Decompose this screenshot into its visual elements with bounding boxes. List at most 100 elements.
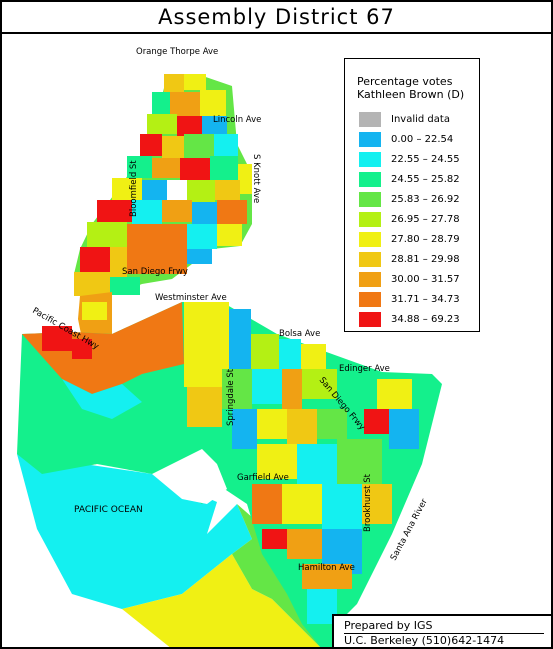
block-ah <box>187 249 212 264</box>
block-y <box>162 200 192 222</box>
block-ag <box>110 247 127 277</box>
street-bloomfield: Bloomfield St <box>129 160 139 217</box>
legend-swatch <box>359 171 381 187</box>
block-v <box>215 180 240 200</box>
south-cyan-1 <box>229 309 251 369</box>
legend-title-line1: Percentage votes <box>357 75 453 88</box>
legend-label: 34.88 – 69.23 <box>391 313 460 325</box>
south-green-2 <box>337 374 377 409</box>
block-c <box>152 92 170 114</box>
street-bolsa: Bolsa Ave <box>279 329 320 339</box>
legend-item: 34.88 – 69.23 <box>359 311 460 327</box>
legend-item: 27.80 – 28.79 <box>359 231 460 247</box>
block-b <box>184 74 206 90</box>
south-lime <box>251 334 279 369</box>
legend-swatch <box>359 191 381 207</box>
south-orange-5 <box>302 564 352 589</box>
legend-swatch <box>359 311 381 327</box>
map-title: Assembly District 67 <box>2 2 551 34</box>
connector <box>78 292 112 339</box>
block-j <box>162 136 184 158</box>
street-knott: S Knott Ave <box>251 154 261 203</box>
south-cyan-4 <box>232 409 257 449</box>
block-q <box>238 164 252 194</box>
block-x <box>132 200 162 224</box>
legend-swatch <box>359 231 381 247</box>
block-d <box>170 92 200 116</box>
legend-title: Percentage votes Kathleen Brown (D) <box>357 75 464 101</box>
credit-box: Prepared by IGS U.C. Berkeley (510)642-1… <box>332 614 551 647</box>
legend-swatch <box>359 151 381 167</box>
legend-item: 26.95 – 27.78 <box>359 211 460 227</box>
legend-label: 22.55 – 24.55 <box>391 153 460 165</box>
credit-line-1: Prepared by IGS <box>344 619 544 634</box>
ocean-label: PACIFIC OCEAN <box>74 505 143 515</box>
block-a <box>164 74 184 92</box>
legend-label: 24.55 – 25.82 <box>391 173 460 185</box>
legend-title-line2: Kathleen Brown (D) <box>357 88 465 101</box>
street-edinger: Edinger Ave <box>339 364 390 374</box>
connector-block <box>82 302 107 320</box>
south-yellow-3 <box>377 379 412 409</box>
south-cyan-5 <box>389 409 419 449</box>
block-l <box>214 134 238 156</box>
legend-item: 28.81 – 29.98 <box>359 251 460 267</box>
block-k <box>184 134 214 158</box>
block-aj <box>110 277 140 295</box>
south-orange-4 <box>287 529 322 559</box>
legend-label: 27.80 – 28.79 <box>391 233 460 245</box>
legend-label: 25.83 – 26.92 <box>391 193 460 205</box>
street-westminster: Westminster Ave <box>155 293 227 303</box>
block-ai <box>74 272 110 296</box>
south-white-gap <box>152 449 227 504</box>
south-yellow-4 <box>257 409 287 439</box>
street-san-diego-frwy: San Diego Frwy <box>122 267 188 277</box>
block-f <box>147 114 177 134</box>
block-ae <box>217 224 242 246</box>
legend: Percentage votes Kathleen Brown (D) Inva… <box>344 58 480 332</box>
south-orange-2 <box>282 369 302 409</box>
south-green-4 <box>337 439 382 484</box>
south-yellow-2 <box>301 344 326 369</box>
south-green-3 <box>317 409 347 439</box>
block-w <box>97 200 132 222</box>
legend-item: 25.83 – 26.92 <box>359 191 460 207</box>
legend-item: 31.71 – 34.73 <box>359 291 460 307</box>
south-red-1 <box>364 409 389 434</box>
legend-item: 24.55 – 25.82 <box>359 171 460 187</box>
block-g <box>177 116 202 136</box>
block-o <box>180 158 210 180</box>
south-yellow-5 <box>257 444 297 479</box>
south-orange <box>22 302 184 394</box>
credit-line-2: U.C. Berkeley (510)642-1474 <box>344 634 505 647</box>
block-z <box>192 202 217 224</box>
legend-item: 0.00 – 22.54 <box>359 131 453 147</box>
street-lincoln: Lincoln Ave <box>213 115 261 125</box>
south-gold-3 <box>362 484 392 524</box>
south-yellow <box>184 302 229 387</box>
legend-label: 28.81 – 29.98 <box>391 253 460 265</box>
legend-swatch <box>359 131 381 147</box>
block-af <box>80 247 110 272</box>
south-cyan-2 <box>279 339 301 369</box>
block-ab <box>87 222 127 247</box>
legend-item: Invalid data <box>359 111 450 127</box>
legend-label: 31.71 – 34.73 <box>391 293 460 305</box>
block-e <box>200 90 226 116</box>
red-coast-2 <box>72 339 92 359</box>
south-red-2 <box>262 529 287 549</box>
block-ac <box>127 224 187 274</box>
block-p <box>210 156 238 180</box>
block-h <box>202 116 227 134</box>
block-t <box>167 180 187 200</box>
south-lime-2 <box>302 369 337 399</box>
street-brookhurst: Brookhurst St <box>363 473 373 532</box>
legend-label: 30.00 – 31.57 <box>391 273 460 285</box>
legend-label: Invalid data <box>391 113 450 125</box>
block-i <box>140 134 162 156</box>
block-s <box>142 180 167 200</box>
legend-item: 22.55 – 24.55 <box>359 151 460 167</box>
south-cyan-7 <box>322 484 362 529</box>
block-m <box>127 156 152 178</box>
